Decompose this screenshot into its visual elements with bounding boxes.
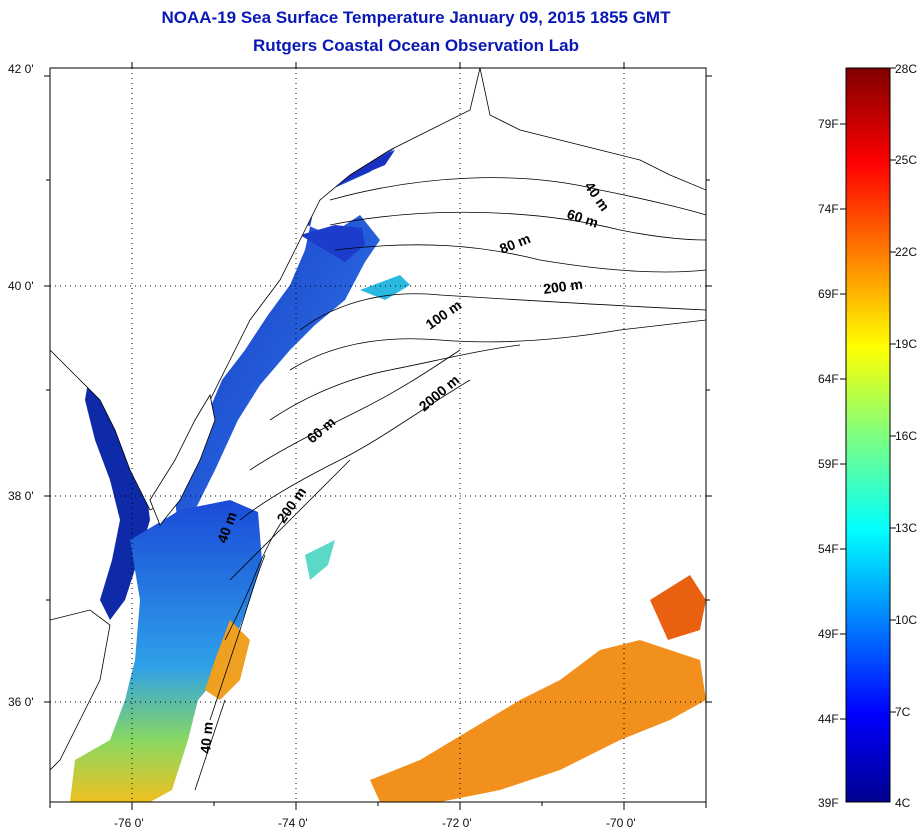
colorbar-f-label: 69F bbox=[818, 287, 839, 301]
contour-label: 40 m bbox=[582, 179, 613, 214]
colorbar-c-label: 4C bbox=[895, 796, 911, 810]
colorbar bbox=[845, 67, 891, 803]
lon-label: -76 0' bbox=[114, 816, 144, 830]
contour-label: 2000 m bbox=[416, 372, 463, 415]
land-delmarva bbox=[149, 393, 216, 526]
contour-label: 40 m bbox=[197, 721, 216, 754]
contour-label: 80 m bbox=[497, 230, 533, 257]
colorbar-f-label: 49F bbox=[818, 627, 839, 641]
lon-label: -74 0' bbox=[278, 816, 308, 830]
lat-label: 38 0' bbox=[8, 489, 34, 503]
colorbar-c-label: 7C bbox=[895, 705, 911, 719]
sst-cyan-patch bbox=[360, 275, 410, 300]
colorbar-f-label: 74F bbox=[818, 202, 839, 216]
colorbar-c-label: 19C bbox=[895, 337, 918, 351]
colorbar-f-label: 44F bbox=[818, 712, 839, 726]
contour-label: 60 m bbox=[565, 206, 600, 231]
contour-label: 200 m bbox=[542, 276, 584, 297]
sst-outer-cyan bbox=[305, 540, 335, 580]
colorbar-c-label: 28C bbox=[895, 62, 918, 76]
colorbar-f-label: 54F bbox=[818, 542, 839, 556]
lat-label: 42 0' bbox=[8, 62, 34, 76]
colorbar-c-label: 13C bbox=[895, 521, 918, 535]
axis-ticks bbox=[44, 62, 712, 810]
colorbar-f-label: 64F bbox=[818, 372, 839, 386]
colorbar-c-label: 22C bbox=[895, 245, 918, 259]
map-title: NOAA-19 Sea Surface Temperature January … bbox=[161, 8, 671, 27]
colorbar-ticks bbox=[840, 67, 896, 720]
sst-outer-warm-1 bbox=[370, 640, 706, 802]
contour-label: 200 m bbox=[273, 484, 309, 526]
lon-label: -70 0' bbox=[606, 816, 636, 830]
sst-gulf-stream-edge bbox=[205, 620, 250, 700]
colorbar-f-label: 79F bbox=[818, 117, 839, 131]
bathymetry-contours bbox=[194, 177, 706, 791]
contour-label: 100 m bbox=[423, 297, 465, 333]
colorbar-f-label: 39F bbox=[818, 796, 839, 810]
colorbar-c-label: 10C bbox=[895, 613, 918, 627]
sst-outer-warm-2 bbox=[650, 575, 706, 640]
colorbar-f-label: 59F bbox=[818, 457, 839, 471]
lat-label: 36 0' bbox=[8, 695, 34, 709]
lat-label: 40 0' bbox=[8, 279, 34, 293]
map-subtitle: Rutgers Coastal Ocean Observation Lab bbox=[253, 36, 579, 55]
contour-label: 60 m bbox=[304, 414, 339, 447]
land-nc bbox=[50, 609, 111, 771]
land-new-england bbox=[479, 68, 706, 191]
colorbar-c-label: 16C bbox=[895, 429, 918, 443]
sst-delaware-bay bbox=[300, 225, 365, 262]
sst-chesapeake-mouth bbox=[70, 500, 262, 802]
colorbar-c-label: 25C bbox=[895, 153, 918, 167]
lon-label: -72 0' bbox=[442, 816, 472, 830]
